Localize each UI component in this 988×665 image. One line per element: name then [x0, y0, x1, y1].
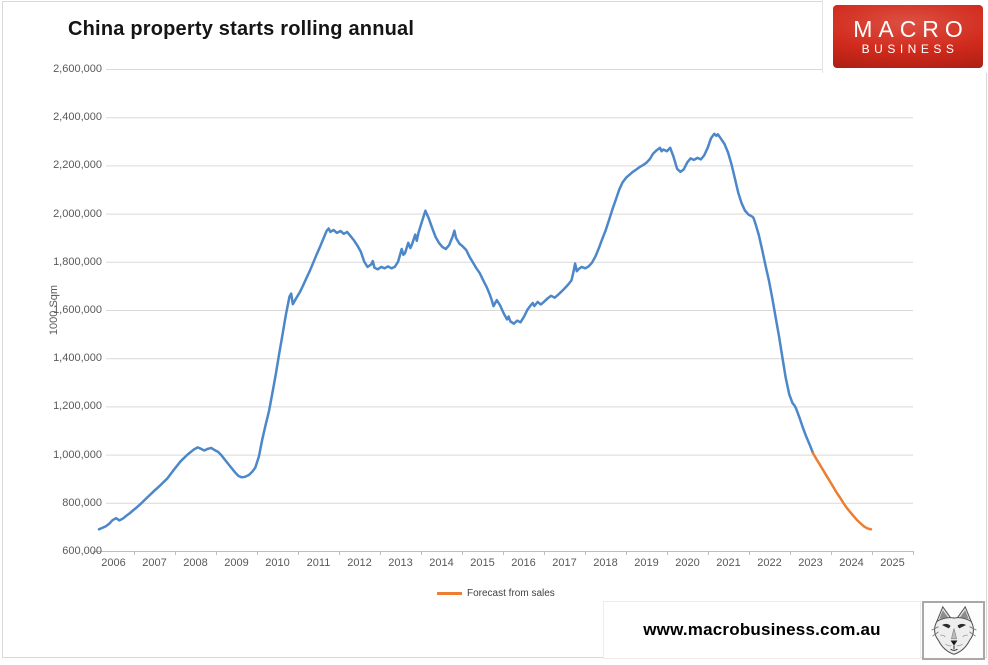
website-url: www.macrobusiness.com.au	[643, 620, 881, 639]
forecast-line-swatch-icon	[437, 592, 462, 595]
macrobusiness-logo: MACRO BUSINESS	[833, 5, 983, 68]
x-tick-label: 2021	[716, 557, 741, 569]
website-url-box: www.macrobusiness.com.au	[603, 601, 921, 659]
y-tick-label: 2,000,000	[53, 207, 102, 220]
wolf-logo-box	[922, 601, 985, 660]
x-tick-label: 2007	[142, 557, 167, 569]
y-tick-label: 1,800,000	[53, 255, 102, 268]
y-tick-label: 1,200,000	[53, 400, 102, 413]
x-tick-label: 2015	[470, 557, 495, 569]
x-tick-label: 2010	[265, 557, 290, 569]
y-tick-label: 2,600,000	[53, 63, 102, 75]
logo-text-macro: MACRO	[853, 16, 969, 42]
wolf-icon	[930, 605, 977, 655]
x-tick-label: 2009	[224, 557, 249, 569]
y-tick-label: 2,200,000	[53, 159, 102, 172]
x-tick-label: 2006	[101, 557, 126, 569]
logo-text-business: BUSINESS	[861, 42, 959, 56]
x-tick-label: 2018	[593, 557, 618, 569]
x-tick-label: 2017	[552, 557, 577, 569]
x-tick-label: 2025	[880, 557, 905, 569]
legend-label: Forecast from sales	[467, 588, 555, 599]
forecast-series-line	[811, 451, 873, 531]
y-tick-label: 2,400,000	[53, 111, 102, 124]
chart-title: China property starts rolling annual	[68, 18, 415, 40]
y-tick-label: 1,000,000	[53, 448, 102, 461]
x-tick-label: 2012	[347, 557, 372, 569]
y-tick-label: 600,000	[62, 545, 102, 557]
x-tick-label: 2023	[798, 557, 823, 569]
x-tick-label: 2016	[511, 557, 536, 569]
x-tick-label: 2024	[839, 557, 864, 569]
x-tick-label: 2008	[183, 557, 208, 569]
x-tick-label: 2014	[429, 557, 454, 569]
actual-series-line	[97, 132, 815, 531]
x-tick-label: 2013	[388, 557, 413, 569]
x-tick-label: 2019	[634, 557, 659, 569]
macrobusiness-logo-frame: MACRO BUSINESS	[822, 0, 988, 73]
y-tick-label: 800,000	[62, 496, 102, 509]
y-tick-label: 1,600,000	[53, 304, 102, 316]
x-tick-label: 2020	[675, 557, 700, 569]
legend: Forecast from sales	[437, 588, 555, 599]
x-tick-label: 2011	[306, 557, 331, 569]
x-tick-label: 2022	[757, 557, 782, 569]
y-tick-label: 1,400,000	[53, 352, 102, 365]
